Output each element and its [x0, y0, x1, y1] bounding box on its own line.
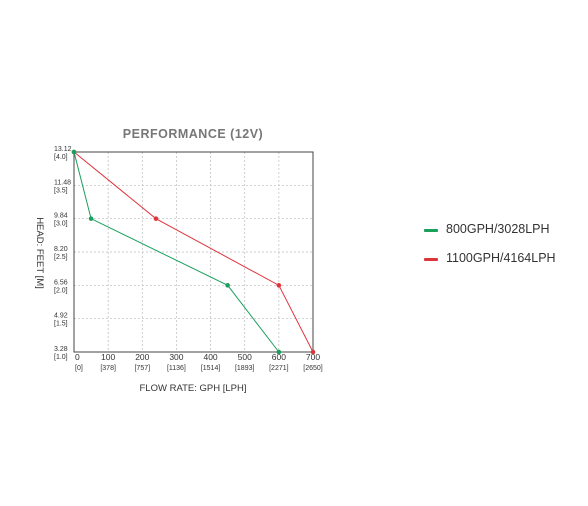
- y-tick-sublabel: [1.5]: [54, 321, 68, 328]
- y-tick-sublabel: [3.5]: [54, 187, 68, 194]
- x-tick-label: 200: [135, 352, 149, 362]
- legend-swatch-green: [424, 229, 438, 232]
- series-800gph-3028lph-point: [225, 283, 230, 288]
- x-tick-label: 700: [306, 352, 320, 362]
- x-tick-label: 500: [238, 352, 252, 362]
- series-1100gph-4164lph-line: [73, 151, 314, 353]
- series: [71, 149, 316, 355]
- grid: [74, 152, 313, 352]
- legend-item-800gph: 800GPH/3028LPH: [424, 222, 584, 240]
- x-tick-sublabel: [378]: [100, 365, 116, 372]
- legend-label: 1100GPH/4164LPH: [446, 251, 556, 265]
- series-1100gph-4164lph-point: [153, 216, 159, 221]
- y-tick-label: 13.12: [54, 146, 72, 153]
- y-tick-sublabel: [4.0]: [54, 154, 68, 161]
- x-tick-sublabel: [2271]: [269, 365, 289, 372]
- x-tick-label: 0: [75, 352, 80, 362]
- x-tick-label: 600: [272, 352, 286, 362]
- x-tick-sublabel: [1136]: [167, 365, 186, 372]
- y-tick-label: 3.28: [54, 346, 68, 353]
- y-tick-sublabel: [2.5]: [54, 254, 68, 261]
- series-1100gph-4164lph-point: [276, 283, 282, 288]
- x-tick-sublabel: [1893]: [235, 365, 255, 372]
- x-tick-sublabel: [757]: [134, 365, 150, 372]
- series-800gph-3028lph-line: [73, 151, 280, 353]
- chart-title: PERFORMANCE (12V): [123, 127, 263, 141]
- legend-label: 800GPH/3028LPH: [446, 222, 550, 236]
- legend-item-1100gph: 1100GPH/4164LPH: [424, 251, 584, 269]
- y-tick-label: 8.20: [54, 246, 68, 253]
- y-tick-sublabel: [2.0]: [54, 287, 68, 294]
- y-tick-label: 6.56: [54, 279, 68, 286]
- y-tick-label: 4.92: [54, 313, 68, 320]
- series-800gph-3028lph-point: [276, 349, 282, 355]
- x-tick-label: 400: [203, 352, 217, 362]
- x-tick-sublabel: [1514]: [201, 365, 221, 372]
- series-800gph-3028lph-point: [88, 216, 94, 221]
- y-tick-label: 9.84: [54, 213, 68, 220]
- tick-labels: 0 [0] 100 [378] 200 [757] 300 [1136] 400 [1514] 50…: [54, 146, 323, 372]
- series-800gph-3028lph-point: [71, 149, 77, 155]
- y-tick-sublabel: [3.0]: [54, 221, 68, 228]
- legend: 800GPH/3028LPH 1100GPH/4164LPH: [424, 222, 584, 280]
- x-tick-sublabel: [2650]: [303, 365, 323, 372]
- x-tick-label: 300: [169, 352, 183, 362]
- x-axis-label: FLOW RATE: GPH [LPH]: [140, 383, 247, 394]
- plot-frame: [73, 151, 314, 353]
- y-tick-sublabel: [1.0]: [54, 354, 68, 361]
- series-1100gph-4164lph-point: [310, 349, 316, 355]
- legend-swatch-red: [424, 258, 438, 261]
- y-tick-label: 11.48: [54, 179, 71, 186]
- x-tick-label: 100: [101, 352, 115, 362]
- x-tick-sublabel: [0]: [75, 365, 83, 372]
- y-axis-label: HEAD: FEET [M]: [34, 217, 45, 289]
